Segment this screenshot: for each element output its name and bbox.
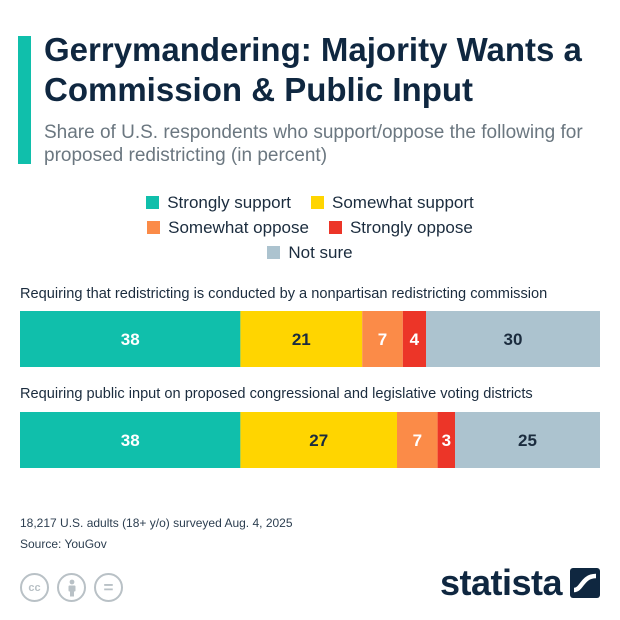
bar-segment-somewhat-oppose bbox=[397, 412, 438, 468]
legend-swatch bbox=[147, 221, 161, 234]
legend-item-strongly-oppose: Strongly oppose bbox=[328, 217, 473, 238]
bar-category-label: Requiring that redistricting is conducte… bbox=[20, 286, 548, 302]
bar-segment-strongly-oppose bbox=[402, 311, 426, 367]
legend-item-not-sure: Not sure bbox=[267, 242, 353, 263]
bar-segment-not-sure bbox=[426, 311, 600, 367]
legend-swatch bbox=[328, 221, 342, 234]
bar-value-label: 25 bbox=[518, 431, 537, 450]
bar-value-label: 30 bbox=[504, 330, 523, 349]
chart-title: Gerrymandering: Majority Wants a Commiss… bbox=[44, 31, 582, 108]
by-icon[interactable] bbox=[57, 573, 86, 602]
chart-subtitle: Share of U.S. respondents who support/op… bbox=[44, 122, 583, 166]
legend-label: Somewhat support bbox=[332, 192, 474, 212]
legend-swatch bbox=[267, 246, 281, 259]
bar-segment-somewhat-support bbox=[240, 412, 397, 468]
legend-swatch bbox=[146, 196, 160, 209]
bar-value-label: 7 bbox=[378, 330, 387, 349]
bar-segment-not-sure bbox=[455, 412, 600, 468]
bar-value-label: 38 bbox=[121, 431, 140, 450]
bar-category-label: Requiring public input on proposed congr… bbox=[20, 386, 533, 402]
bar-value-label: 3 bbox=[442, 431, 451, 450]
legend-label: Somewhat oppose bbox=[168, 217, 309, 237]
bar-segment-strongly-support bbox=[20, 412, 241, 468]
statista-logo[interactable]: statista bbox=[440, 562, 600, 604]
legend-label: Strongly oppose bbox=[349, 217, 473, 237]
title-accent-bar bbox=[18, 36, 31, 164]
bar-value-label: 38 bbox=[121, 330, 140, 349]
legend-label: Not sure bbox=[288, 242, 353, 262]
legend-row-2: Somewhat oppose Strongly oppose bbox=[0, 215, 620, 240]
stacked-bar-public-input: 38 27 7 3 25 bbox=[20, 412, 600, 468]
survey-note: 18,217 U.S. adults (18+ y/o) surveyed Au… bbox=[20, 516, 293, 530]
bar-value-label: 4 bbox=[410, 330, 420, 349]
source-note: Source: YouGov bbox=[20, 537, 107, 551]
bar-value-label: 27 bbox=[309, 431, 328, 450]
legend-label: Strongly support bbox=[167, 192, 292, 212]
brand-name: statista bbox=[439, 562, 563, 603]
legend-row-3: Not sure bbox=[0, 240, 620, 265]
bar-segment-strongly-oppose bbox=[437, 412, 455, 468]
nd-icon[interactable]: = bbox=[94, 573, 123, 602]
bar-segment-strongly-support bbox=[20, 311, 241, 367]
bar-segment-somewhat-oppose bbox=[362, 311, 403, 367]
bar-value-label: 21 bbox=[292, 330, 311, 349]
legend-item-somewhat-support: Somewhat support bbox=[311, 193, 474, 213]
legend-swatch bbox=[311, 196, 325, 209]
legend-item-somewhat-oppose: Somewhat oppose bbox=[147, 218, 309, 238]
license-icons: cc = bbox=[20, 573, 123, 602]
bar-value-label: 7 bbox=[413, 431, 422, 450]
cc-icon[interactable]: cc bbox=[20, 573, 49, 602]
legend: Strongly support Somewhat support Somewh… bbox=[0, 190, 620, 265]
legend-item-strongly-support: Strongly support bbox=[146, 193, 291, 213]
statista-logo-icon bbox=[570, 568, 600, 598]
bar-segment-somewhat-support bbox=[240, 311, 363, 367]
stacked-bar-commission: 38 21 7 4 30 bbox=[20, 311, 600, 367]
legend-row-1: Strongly support Somewhat support bbox=[0, 190, 620, 215]
